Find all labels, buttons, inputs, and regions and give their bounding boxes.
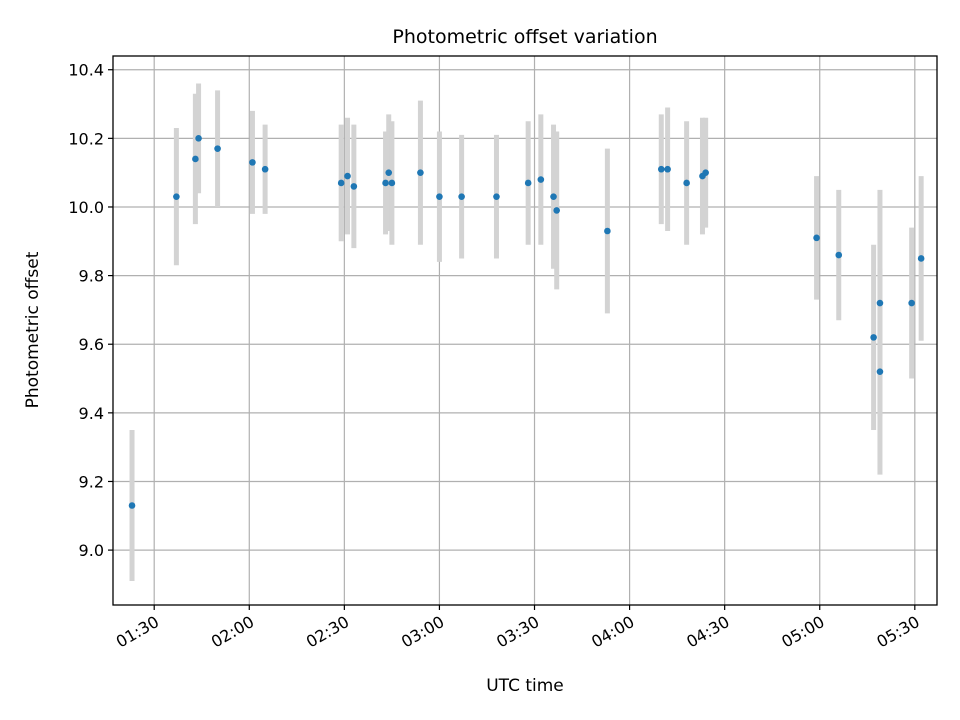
data-point (870, 334, 877, 341)
data-point (436, 193, 443, 200)
data-point (550, 193, 557, 200)
data-point (683, 179, 690, 187)
y-tick-label: 10.2 (68, 129, 104, 148)
data-point (388, 179, 396, 187)
data-point (702, 169, 709, 176)
data-point (261, 165, 269, 173)
x-tick-label: 04:30 (683, 612, 732, 652)
x-tick-label: 02:30 (303, 612, 352, 652)
data-point (493, 193, 500, 200)
data-point (385, 169, 393, 176)
data-point (214, 145, 221, 152)
data-point (249, 159, 256, 166)
x-tick-label: 03:00 (398, 612, 447, 652)
data-point (537, 176, 545, 183)
x-axis-title: UTC time (486, 676, 564, 696)
data-markers (128, 135, 925, 509)
data-point (417, 169, 424, 176)
data-point (458, 193, 465, 200)
data-point (195, 135, 202, 142)
data-point (173, 193, 180, 200)
chart-title: Photometric offset variation (392, 26, 657, 48)
y-axis: 9.0 9.2 9.4 9.6 9.8 10.0 10.2 10.4 (68, 61, 113, 560)
data-point (604, 227, 611, 235)
data-point (813, 234, 820, 242)
data-point (337, 179, 345, 187)
data-point (553, 207, 560, 214)
x-axis: 01:30 02:00 02:30 03:00 03:30 04:00 04:30 05:00… (113, 605, 923, 652)
y-tick-label: 10.0 (68, 198, 104, 217)
error-bars (129, 83, 924, 581)
data-point (128, 502, 136, 509)
data-point (192, 155, 199, 163)
y-tick-label: 9.2 (79, 472, 104, 491)
data-point (876, 299, 884, 307)
data-point (917, 255, 925, 262)
y-tick-label: 9.4 (79, 404, 104, 423)
data-point (664, 165, 671, 173)
data-point (657, 165, 665, 173)
data-point (350, 183, 358, 190)
x-tick-label: 02:00 (208, 612, 257, 652)
data-point (344, 172, 351, 180)
x-tick-label: 01:30 (113, 612, 162, 652)
x-tick-label: 04:00 (588, 612, 637, 652)
y-tick-label: 9.8 (79, 267, 104, 286)
data-point (524, 179, 532, 187)
data-point (876, 368, 884, 375)
y-tick-label: 9.0 (79, 541, 104, 560)
x-tick-label: 03:30 (493, 612, 542, 652)
grid-lines (113, 56, 937, 605)
x-tick-label: 05:30 (873, 612, 922, 652)
y-tick-label: 10.4 (68, 61, 104, 80)
data-point (835, 251, 843, 259)
y-axis-title: Photometric offset (23, 251, 43, 408)
plot-frame (112, 55, 938, 606)
y-tick-label: 9.6 (79, 335, 104, 354)
x-tick-label: 05:00 (778, 612, 827, 652)
data-point (382, 179, 389, 187)
data-point (908, 299, 915, 307)
